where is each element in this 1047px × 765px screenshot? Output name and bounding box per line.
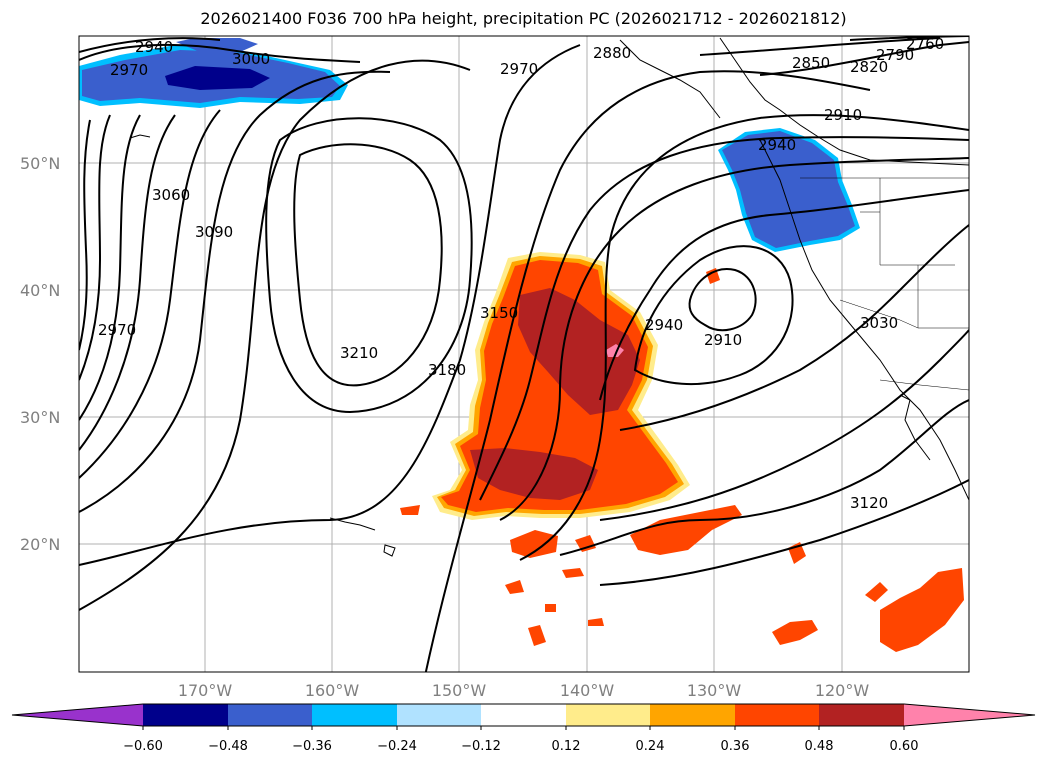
- longitude-labels: 170°W 160°W 150°W 140°W 130°W 120°W: [178, 681, 870, 700]
- contour-label: 2760: [906, 35, 944, 53]
- colorbar-tick-labels: −0.60 −0.48 −0.36 −0.24 −0.12 0.12 0.24 …: [123, 739, 918, 754]
- lon-label-150w: 150°W: [432, 681, 487, 700]
- colorbar: [11, 703, 1036, 730]
- contour-label: 2940: [758, 136, 796, 154]
- colorbar-segment: [566, 704, 650, 726]
- map-frame: [78, 35, 970, 673]
- map-title: 2026021400 F036 700 hPa height, precipit…: [200, 9, 847, 28]
- colorbar-tick-label: 0.48: [805, 739, 834, 754]
- contour-label: 2940: [135, 38, 173, 56]
- colorbar-tick-label: −0.12: [461, 739, 501, 754]
- latitude-labels: 50°N 40°N 30°N 20°N: [20, 154, 60, 554]
- colorbar-tick-label: −0.48: [208, 739, 248, 754]
- contour-label: 2970: [110, 61, 148, 79]
- contour-label: 2910: [824, 106, 862, 124]
- contour-label: 2970: [500, 60, 538, 78]
- lon-label-170w: 170°W: [178, 681, 233, 700]
- lat-label-50n: 50°N: [20, 154, 60, 173]
- colorbar-segment: [481, 704, 566, 726]
- contour-label: 3150: [480, 304, 518, 322]
- contour-label: 2790: [876, 46, 914, 64]
- contour-label-group: 2940 2970 3000 2970 2880 2850 2820 2790 …: [98, 35, 944, 512]
- lat-label-20n: 20°N: [20, 535, 60, 554]
- height-contours: [79, 36, 969, 672]
- colorbar-extend-max: [904, 704, 1035, 726]
- contour-label: 2940: [645, 316, 683, 334]
- contour-label: 3090: [195, 223, 233, 241]
- colorbar-extend-min: [12, 704, 143, 726]
- contour-label: 2850: [792, 54, 830, 72]
- colorbar-tick-label: −0.36: [292, 739, 332, 754]
- lat-label-30n: 30°N: [20, 408, 60, 427]
- colorbar-segment: [228, 704, 312, 726]
- colorbar-segment: [143, 704, 228, 726]
- contour-label: 3000: [232, 50, 270, 68]
- lon-label-160w: 160°W: [305, 681, 360, 700]
- lon-label-130w: 130°W: [687, 681, 742, 700]
- contour-label: 3120: [850, 494, 888, 512]
- colorbar-tick-label: 0.12: [552, 739, 581, 754]
- colorbar-segment: [650, 704, 735, 726]
- contour-label: 2970: [98, 321, 136, 339]
- colorbar-tick-label: 0.60: [890, 739, 919, 754]
- contour-label: 3210: [340, 344, 378, 362]
- colorbar-tick-label: −0.60: [123, 739, 163, 754]
- contour-label: 3180: [428, 361, 466, 379]
- colorbar-segment: [819, 704, 904, 726]
- colorbar-tick-label: 0.36: [721, 739, 750, 754]
- colorbar-tick-label: −0.24: [377, 739, 417, 754]
- contour-label: 2880: [593, 44, 631, 62]
- contour-label: 3060: [152, 186, 190, 204]
- colorbar-tick-label: 0.24: [636, 739, 665, 754]
- contour-label: 2820: [850, 58, 888, 76]
- map-panel: [79, 36, 969, 672]
- political-borders: [800, 177, 969, 391]
- lat-label-40n: 40°N: [20, 281, 60, 300]
- lon-label-140w: 140°W: [560, 681, 615, 700]
- contour-label: 2910: [704, 331, 742, 349]
- colorbar-segment: [312, 704, 397, 726]
- colorbar-segment: [397, 704, 481, 726]
- negative-precip-areas: [79, 38, 860, 252]
- lon-label-120w: 120°W: [815, 681, 870, 700]
- colorbar-segment: [735, 704, 819, 726]
- contour-label: 3030: [860, 314, 898, 332]
